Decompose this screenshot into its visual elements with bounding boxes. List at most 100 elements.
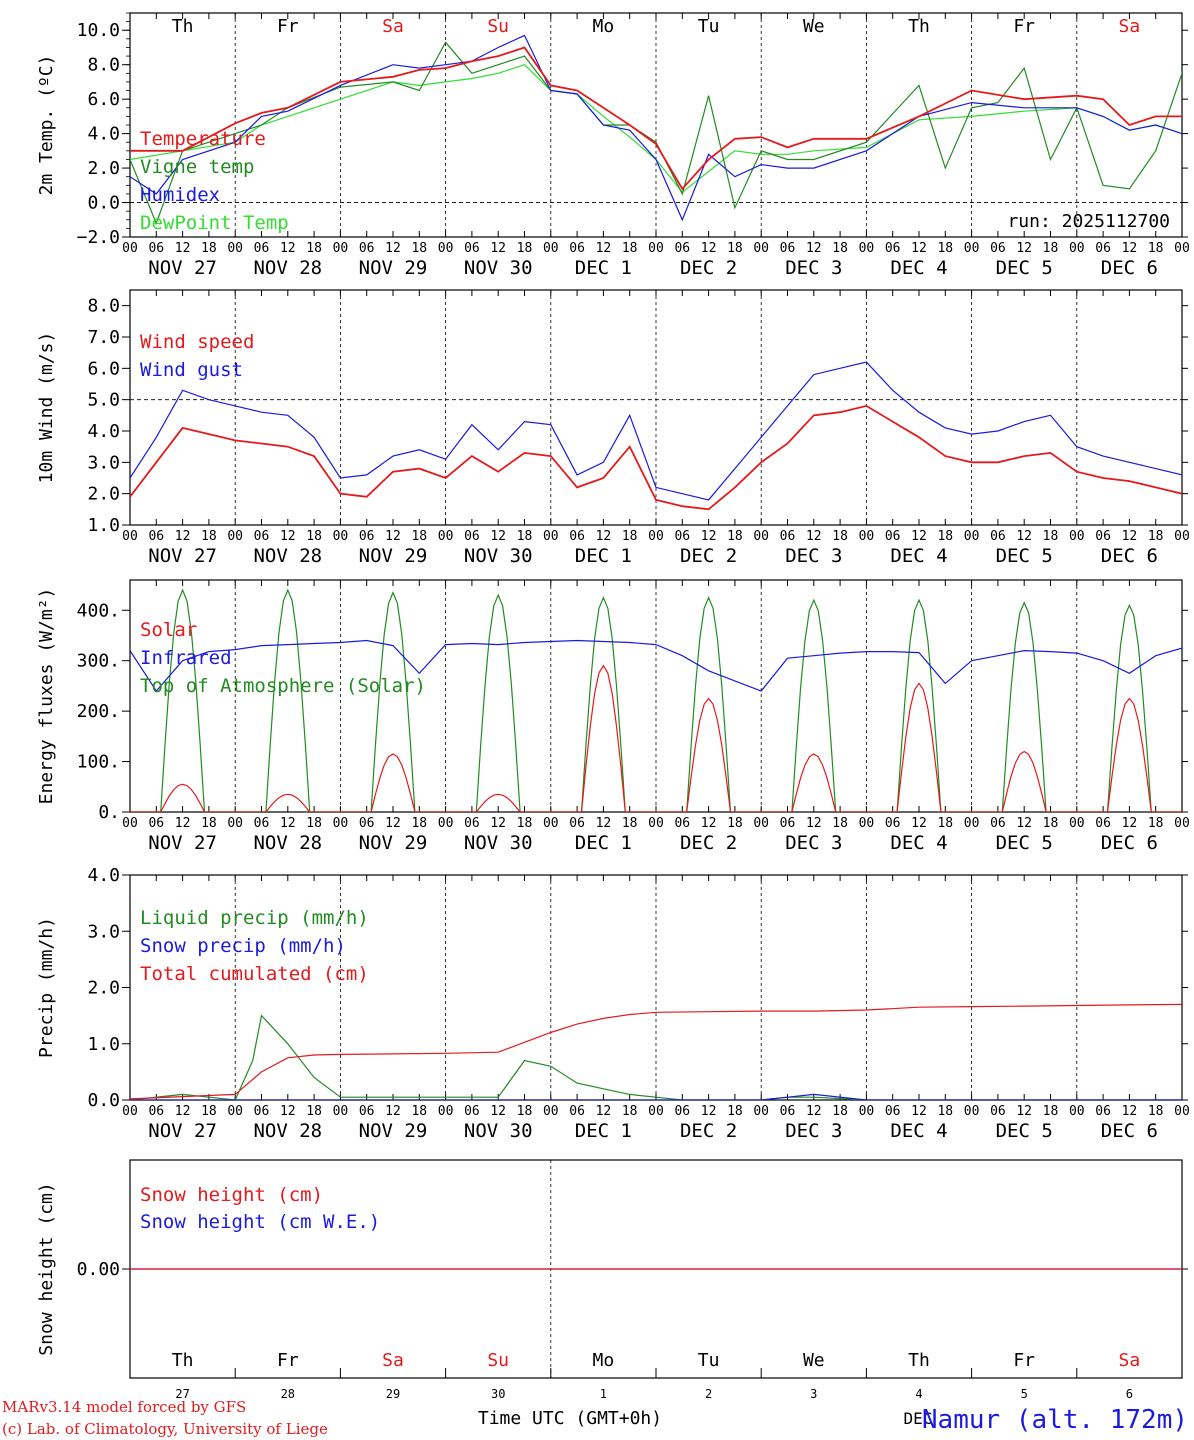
legend-entry: Snow height (cm)	[140, 1184, 323, 1206]
date-label: NOV 30	[464, 1120, 533, 1142]
hour-tick-label: 06	[148, 1104, 164, 1119]
hour-tick-label: 12	[280, 529, 296, 544]
hour-tick-label: 12	[806, 816, 822, 831]
hour-tick-label: 06	[1095, 816, 1111, 831]
y-tick-label: 5.0	[87, 390, 120, 411]
hour-tick-label: 06	[674, 241, 690, 256]
hour-tick-label: 18	[1043, 529, 1059, 544]
bottom-day-label: Sa	[382, 1350, 404, 1371]
hour-tick-label: 18	[622, 816, 638, 831]
hour-tick-label: 00	[227, 241, 243, 256]
date-label: DEC 4	[890, 1120, 947, 1142]
hour-tick-label: 06	[254, 1104, 270, 1119]
date-label: DEC 4	[890, 545, 947, 567]
hour-tick-label: 18	[306, 816, 322, 831]
day-label: Fr	[277, 16, 299, 37]
hour-tick-label: 18	[1148, 529, 1164, 544]
hour-tick-label: 00	[859, 816, 875, 831]
date-label: NOV 29	[359, 545, 428, 567]
y-axis-label: Precip (mm/h)	[36, 917, 57, 1058]
date-label: DEC 6	[1101, 545, 1158, 567]
date-label: DEC 1	[575, 832, 632, 854]
y-axis-label: 10m Wind (m/s)	[36, 332, 57, 484]
y-tick-label: 6.0	[87, 89, 120, 110]
date-label: NOV 29	[359, 832, 428, 854]
hour-tick-label: 12	[385, 1104, 401, 1119]
hour-tick-label: 06	[569, 529, 585, 544]
hour-tick-label: 18	[1043, 1104, 1059, 1119]
legend-entry: Vigne temp	[140, 156, 254, 178]
hour-tick-label: 18	[201, 816, 217, 831]
date-label: NOV 29	[359, 257, 428, 279]
y-tick-label: 6.0	[87, 358, 120, 379]
hour-tick-label: 00	[438, 241, 454, 256]
hour-tick-label: 06	[990, 1104, 1006, 1119]
hour-tick-label: 18	[411, 1104, 427, 1119]
y-tick-label: 200.	[77, 701, 120, 722]
hour-tick-label: 12	[701, 529, 717, 544]
hour-tick-label: 06	[254, 529, 270, 544]
hour-tick-label: 18	[201, 241, 217, 256]
day-label: Fr	[1013, 16, 1035, 37]
hour-tick-label: 00	[964, 529, 980, 544]
hour-tick-label: 18	[1043, 816, 1059, 831]
hour-tick-label: 06	[464, 241, 480, 256]
bottom-day-label: We	[803, 1350, 825, 1371]
hour-tick-label: 06	[148, 241, 164, 256]
hour-tick-label: 18	[727, 816, 743, 831]
hour-tick-label: 12	[1016, 529, 1032, 544]
hour-tick-label: 00	[648, 529, 664, 544]
panel-3: 00 06 12 18 00 06 12 18 00 06 12 18 00 06 12 18 00 06 12 18…	[36, 579, 1190, 854]
hour-tick-label: 00	[227, 1104, 243, 1119]
y-tick-label: 0.0	[87, 1090, 120, 1111]
hour-tick-label: 06	[885, 529, 901, 544]
legend-entry: Temperature	[140, 128, 266, 150]
y-axis-label: Snow height (cm)	[36, 1182, 57, 1355]
hour-tick-label: 18	[1148, 1104, 1164, 1119]
hour-tick-label: 06	[780, 529, 796, 544]
bottom-date-label: 27	[175, 1387, 189, 1401]
hour-tick-label: 00	[1174, 241, 1190, 256]
bottom-day-label: Th	[172, 1350, 194, 1371]
hour-tick-label: 06	[674, 816, 690, 831]
panel-4: 00 06 12 18 00 06 12 18 00 06 12 18 00 06 12 18 00 06 12 18…	[36, 865, 1190, 1142]
day-label: Th	[908, 16, 930, 37]
hour-tick-label: 06	[990, 241, 1006, 256]
date-label: DEC 4	[890, 257, 947, 279]
date-label: NOV 27	[148, 1120, 217, 1142]
hour-tick-label: 18	[411, 816, 427, 831]
hour-tick-label: 12	[596, 1104, 612, 1119]
y-tick-label: 1.0	[87, 1034, 120, 1055]
series-line-dewpoint-temp	[130, 64, 1182, 194]
hour-tick-label: 18	[517, 241, 533, 256]
hour-tick-label: 06	[359, 241, 375, 256]
y-tick-label: 3.0	[87, 452, 120, 473]
hour-tick-label: 06	[359, 529, 375, 544]
date-label: DEC 5	[996, 1120, 1053, 1142]
legend-entry: Wind speed	[140, 331, 254, 353]
bottom-date-label: 2	[705, 1387, 712, 1401]
hour-tick-label: 00	[753, 1104, 769, 1119]
hour-tick-label: 18	[727, 529, 743, 544]
series-line-infrared	[130, 639, 1182, 692]
series-line-solar	[130, 664, 1182, 812]
hour-tick-label: 12	[385, 529, 401, 544]
hour-tick-label: 12	[1122, 529, 1138, 544]
series-line-temperature	[130, 46, 1182, 191]
hour-tick-label: 06	[254, 816, 270, 831]
hour-tick-label: 06	[464, 1104, 480, 1119]
date-label: NOV 30	[464, 257, 533, 279]
hour-tick-label: 06	[885, 816, 901, 831]
date-label: DEC 5	[996, 257, 1053, 279]
hour-tick-label: 06	[1095, 529, 1111, 544]
panel-2: 00 06 12 18 00 06 12 18 00 06 12 18 00 06 12 18 00 06 12 18…	[36, 289, 1190, 567]
hour-tick-label: 12	[490, 816, 506, 831]
bottom-date-label: 6	[1126, 1387, 1133, 1401]
bottom-date-label: 4	[915, 1387, 922, 1401]
hour-tick-label: 12	[911, 816, 927, 831]
bottom-day-label: Tu	[698, 1350, 720, 1371]
day-label: Sa	[382, 16, 404, 37]
date-label: DEC 1	[575, 1120, 632, 1142]
bottom-date-label: 29	[386, 1387, 400, 1401]
hour-tick-label: 00	[122, 1104, 138, 1119]
